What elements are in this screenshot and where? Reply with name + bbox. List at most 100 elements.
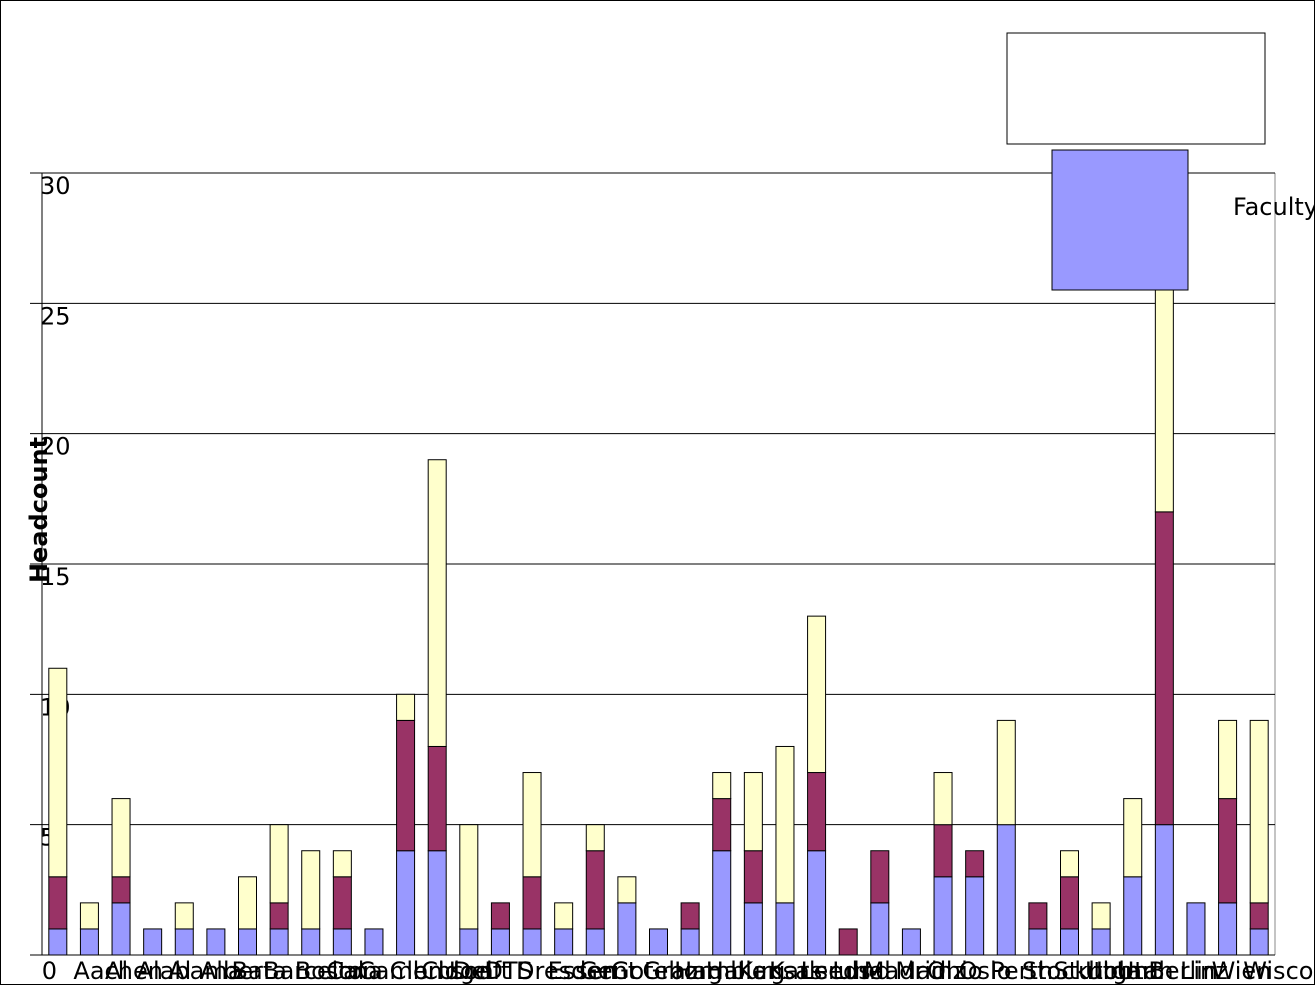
bar-segment (680, 928, 700, 956)
x-tick-label: Delft (453, 957, 510, 985)
bar-segment (870, 902, 890, 956)
legend-swatch (1051, 149, 1189, 291)
x-tick-label: Alberta (200, 957, 287, 985)
x-tick-label: Cal (326, 957, 364, 985)
bar-segment (1060, 850, 1079, 878)
bar-segment (79, 902, 99, 930)
x-tick-label: Dresden (516, 957, 616, 985)
x-tick-label: Ulm (1085, 957, 1133, 985)
bar-segment (1218, 719, 1238, 800)
x-tick-label: Linz (1180, 957, 1228, 985)
x-tick-label: Wisconsin (1243, 957, 1315, 985)
bar-segment (617, 902, 637, 956)
bar-segment (459, 824, 479, 930)
x-tick-label: Oslo (959, 957, 1012, 985)
bar-segment (332, 850, 352, 878)
bar-segment (459, 928, 479, 956)
bar-segment (901, 928, 921, 956)
bar-segment (396, 719, 416, 852)
bar-segment (522, 876, 542, 930)
bar-segment (490, 928, 510, 956)
bar-segment (332, 928, 352, 956)
bar-segment (743, 772, 763, 852)
bar-segment (269, 902, 289, 930)
x-tick-label: Mainz (895, 957, 965, 985)
bar-segment (238, 928, 257, 956)
bar-segment (427, 459, 447, 747)
bar-segment (111, 876, 131, 904)
legend-box (1006, 32, 1266, 145)
bar-segment (649, 928, 668, 956)
bar-segment (48, 667, 68, 878)
bar-segment (269, 928, 289, 956)
bar-segment (364, 928, 384, 956)
bar-segment (838, 928, 858, 956)
bar-segment (1028, 902, 1048, 930)
x-tick-label: Utah (1117, 957, 1174, 985)
x-tick-label: Wien (1212, 957, 1272, 985)
bar-segment (996, 719, 1016, 826)
bar-segment (712, 798, 732, 852)
bar-segment (965, 876, 985, 956)
bar-segment (143, 928, 163, 956)
y-tick-label: 20 (40, 433, 71, 461)
x-tick-label: DTS (484, 957, 532, 985)
bar-segment (1249, 719, 1269, 904)
x-tick-label: Ba (232, 957, 263, 985)
x-tick-label: Berlin (1148, 957, 1218, 985)
x-tick-label: Al (105, 957, 128, 985)
bar-segment (301, 928, 321, 956)
bar-segment (269, 824, 289, 904)
x-tick-label: Karlsruhe (769, 957, 883, 985)
bar-segment (680, 902, 700, 930)
x-tick-label: Kansas (737, 957, 822, 985)
bar-segment (743, 902, 763, 956)
bar-segment (743, 850, 763, 904)
x-tick-label: Madrid (864, 957, 946, 985)
x-tick-label: Hamburg (674, 957, 785, 985)
y-axis-label: Headcount (25, 437, 53, 583)
bar-segment (427, 850, 447, 956)
bar-segment (332, 876, 352, 930)
x-tick-label: Barcelona (263, 957, 383, 985)
bar-segment (585, 824, 605, 852)
x-tick-label: Perth (990, 957, 1053, 985)
bar-segment (807, 850, 827, 956)
x-tick-label: Alabama (137, 957, 243, 985)
x-tick-label: Al (168, 957, 191, 985)
bar-segment (996, 824, 1016, 956)
bar-segment (1060, 876, 1079, 930)
bar-segment (775, 745, 795, 904)
bar-segment (585, 928, 605, 956)
bar-segment (396, 693, 416, 721)
bar-segment (1091, 902, 1111, 930)
bar-segment (933, 876, 953, 956)
bar-segment (933, 772, 953, 826)
x-tick-label: Boston (295, 957, 378, 985)
bar-segment (712, 772, 732, 800)
bar-segment (1154, 511, 1174, 826)
bar-segment (1249, 928, 1269, 956)
legend-label: Faculty (1233, 193, 1315, 221)
x-tick-label: Stockholm (1022, 957, 1148, 985)
x-tick-label: Essen (548, 957, 618, 985)
bar-segment (870, 850, 890, 904)
x-tick-label: Lund (832, 957, 891, 985)
bar-segment (1249, 902, 1269, 930)
x-tick-label: Stuttgart (1054, 957, 1162, 985)
bar-segment (48, 928, 68, 956)
x-tick-label: Ohio (927, 957, 982, 985)
bar-segment (396, 850, 416, 956)
x-tick-label: Halle (706, 957, 767, 985)
x-tick-label: Aachen (73, 957, 163, 985)
bar-segment (48, 876, 68, 930)
bar-segment (174, 902, 194, 930)
bar-segment (712, 850, 732, 956)
bar-segment (807, 615, 827, 774)
bar-segment (554, 902, 574, 930)
bar-segment (111, 902, 131, 956)
bar-segment (933, 824, 953, 878)
bar-segment (1123, 798, 1143, 878)
bar-segment (111, 798, 131, 878)
